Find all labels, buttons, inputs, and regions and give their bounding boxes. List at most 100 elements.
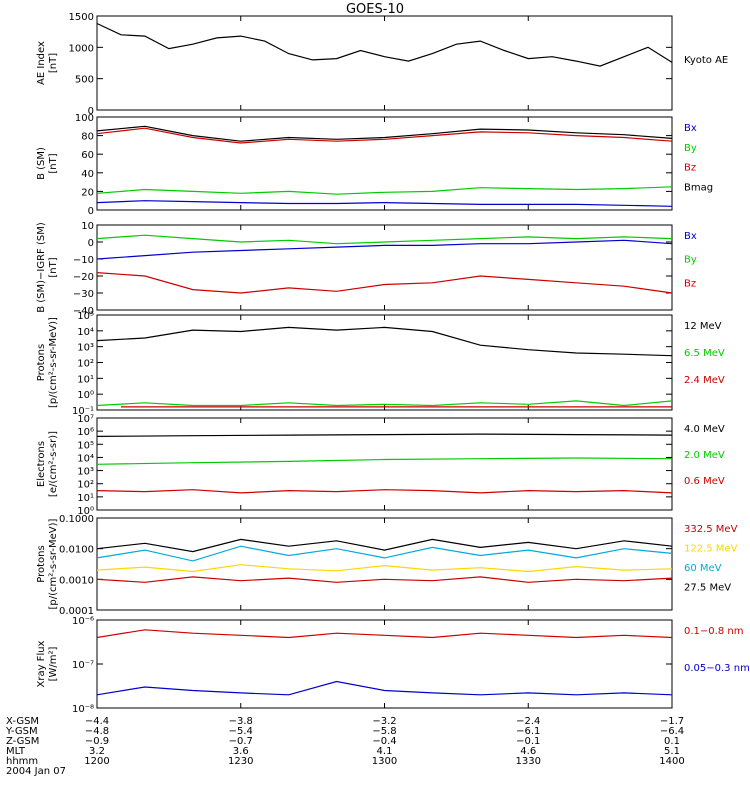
y-tick-label: 10⁷	[77, 414, 94, 425]
series-line-by	[96, 234, 673, 245]
legend-label: 2.0 MeV	[684, 450, 725, 461]
series-line-bz	[96, 127, 673, 144]
legend-label: 4.0 MeV	[684, 424, 725, 435]
footer-row-label: Y-GSM	[5, 726, 38, 737]
footer-value: 0.1	[664, 736, 680, 747]
y-axis-label: [nT]	[48, 153, 59, 173]
legend-label: 0.1−0.8 nm	[684, 626, 743, 637]
y-tick-label: −20	[73, 272, 94, 283]
footer-ephemeris: X-GSM −4.4 −3.8 −3.2 −2.4 −1.7 Y-GSM −4.8 −5.4 −5…	[5, 716, 685, 777]
footer-value: 4.6	[520, 746, 536, 757]
panel-protons-low: 10⁻¹ 10⁰ 10¹ 10² 10³ 10⁴ 10⁵ Protons [p/(cm²-s-s…	[36, 311, 725, 417]
footer-value: 1230	[228, 756, 253, 767]
footer-value: −3.2	[372, 716, 396, 727]
legend-label: 27.5 MeV	[684, 583, 731, 594]
y-tick-label: 40	[81, 169, 94, 180]
legend-label: 332.5 MeV	[684, 524, 738, 535]
panel-frame	[96, 314, 673, 411]
series-line-bx	[96, 200, 673, 207]
y-tick-label: 10⁻⁷	[72, 660, 94, 671]
y-tick-label: 10⁰	[77, 390, 94, 401]
y-tick-label: 10²	[77, 480, 94, 491]
series-line-bmag	[96, 125, 673, 142]
footer-value: 4.1	[377, 746, 393, 757]
y-axis-label: [p/(cm²-s-sr-MeV)]	[48, 317, 59, 408]
y-tick-label: 0	[88, 238, 94, 249]
legend-label: 6.5 MeV	[684, 348, 725, 359]
y-tick-label: 1500	[69, 12, 94, 23]
y-tick-label: 10⁴	[77, 327, 94, 338]
legend-label: 12 MeV	[684, 321, 722, 332]
series-line-by	[96, 186, 673, 195]
y-tick-label: 10³	[77, 343, 94, 354]
footer-row-label: X-GSM	[6, 716, 39, 727]
panel-frame	[96, 417, 673, 511]
y-tick-label: 10¹	[77, 493, 94, 504]
y-axis-label: [nT]	[48, 53, 59, 73]
legend-label: 0.05−0.3 nm	[684, 663, 750, 674]
panel-protons-high: 0.0001 0.0010 0.0100 0.1000 Protons [p/(cm²-s…	[36, 514, 738, 617]
y-axis-label: Xray Flux	[36, 640, 47, 687]
footer-value: −0.9	[85, 736, 109, 747]
footer-value: −4.8	[85, 726, 109, 737]
y-tick-label: −30	[73, 289, 94, 300]
y-tick-label: 0	[88, 106, 94, 117]
footer-value: −5.4	[229, 726, 253, 737]
y-tick-label: 10⁻⁶	[72, 616, 94, 627]
series-line-122-5-mev	[96, 564, 673, 573]
footer-row-label: Z-GSM	[6, 736, 39, 747]
legend-label: 0.6 MeV	[684, 476, 725, 487]
series-line-0-1-0-8-nm	[96, 629, 673, 639]
legend-label: 2.4 MeV	[684, 375, 725, 386]
series-line-2-0-mev	[96, 457, 673, 465]
y-tick-label: 10	[81, 221, 94, 232]
legend-label: 122.5 MeV	[684, 544, 738, 555]
panel-electrons: 10⁰ 10¹ 10² 10³ 10⁴ 10⁵ 10⁶ 10⁷ Electrons [e/(cm²…	[36, 414, 725, 517]
plot-title: GOES-10	[346, 2, 404, 17]
footer-value: 1300	[372, 756, 397, 767]
y-tick-label: 10⁵	[77, 311, 94, 322]
y-axis-label: [p/(cm²-s-sr-MeV)]	[48, 518, 59, 609]
y-tick-label: 100	[75, 113, 94, 124]
legend-label: Bx	[684, 231, 697, 242]
y-tick-label: 0.0010	[59, 575, 94, 586]
y-tick-label: 0.0001	[59, 606, 94, 617]
legend-label: By	[684, 255, 697, 266]
footer-value: 3.6	[233, 746, 249, 757]
y-tick-label: 10⁵	[77, 440, 94, 451]
y-tick-label: 10⁴	[77, 453, 94, 464]
footer-value: −2.4	[516, 716, 540, 727]
y-tick-label: 20	[81, 187, 94, 198]
series-line-332-5-mev	[96, 576, 673, 583]
footer-value: −0.7	[229, 736, 253, 747]
y-axis-label: B (SM)−IGRF (SM)	[36, 222, 47, 313]
y-tick-label: 0.1000	[59, 514, 94, 525]
legend-label: Bmag	[684, 182, 713, 193]
y-axis-label: [nT]	[48, 257, 59, 277]
series-line-bx	[96, 239, 673, 260]
footer-value: 5.1	[664, 746, 680, 757]
y-tick-label: −40	[73, 306, 94, 317]
series-line-27-5-mev	[96, 538, 673, 553]
footer-value: −1.7	[660, 716, 684, 727]
y-tick-label: 10⁻¹	[72, 406, 94, 417]
legend-label: Bz	[684, 278, 696, 289]
y-tick-label: 10¹	[77, 374, 94, 385]
y-tick-label: 10⁰	[77, 506, 94, 517]
y-axis-label: AE Index	[36, 41, 47, 85]
y-tick-label: 10²	[77, 359, 94, 370]
y-axis-label: Protons	[36, 344, 47, 381]
panel-b-field-sm: 0 20 40 60 80 100 B (SM) [nT] Bx By Bz Bmag	[36, 113, 713, 217]
y-tick-label: 60	[81, 150, 94, 161]
legend-label: Bz	[684, 163, 696, 174]
y-tick-label: 10³	[77, 467, 94, 478]
y-tick-label: 1000	[69, 43, 94, 54]
footer-value: 3.2	[89, 746, 105, 757]
y-axis-label: Electrons	[36, 441, 47, 487]
footer-value: −3.8	[229, 716, 253, 727]
series-line-12-mev	[96, 326, 673, 357]
footer-row-label: hhmm	[6, 756, 38, 767]
panel-ae-index: 0 500 1000 1500 AE Index [nT] Kyoto AE	[36, 12, 728, 117]
